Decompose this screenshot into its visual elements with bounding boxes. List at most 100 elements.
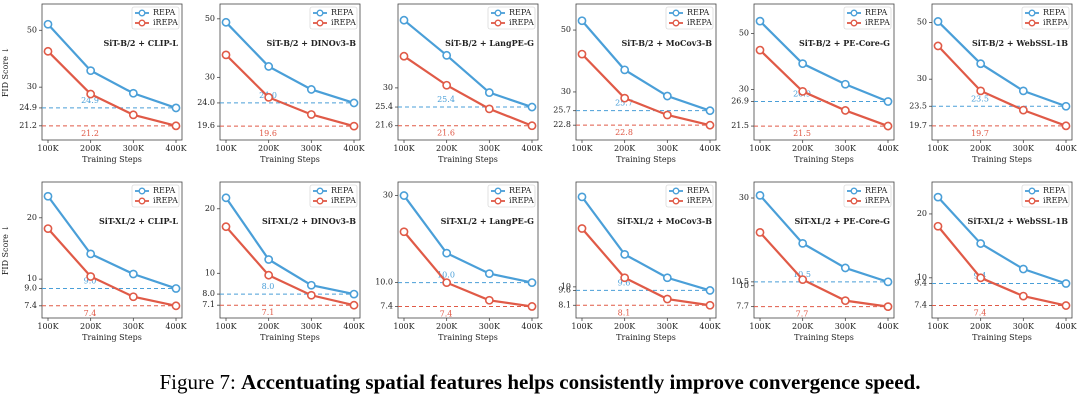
point [171,284,181,293]
plot-frame [931,181,1073,319]
legend-marker [494,9,502,17]
final-value-label: 8.1 [618,308,631,317]
point [399,15,409,25]
point [976,59,986,69]
chart-title: SiT-B/2 + LangPE-G [445,38,534,48]
point [976,86,986,96]
series-line [403,231,533,308]
legend-label: REPA [865,8,888,17]
x-tick-label: 100K [749,322,771,331]
final-value-label: 21.6 [437,129,455,138]
final-value-label: 19.6 [259,129,277,138]
point [349,98,359,108]
point [883,97,893,106]
point [264,92,274,102]
legend-label: REPA [687,8,710,17]
point [883,121,893,131]
y-tick-label: 30 [739,85,749,94]
legend-marker [316,9,324,17]
legend-label: iREPA [331,196,356,205]
series-line [225,225,355,307]
y-tick-label: 26.9 [731,97,749,106]
legend-marker [138,187,146,195]
legend-marker [850,9,858,17]
final-value-label: 21.5 [793,129,811,138]
final-value-label: 10.0 [437,271,455,280]
y-tick-label: 19.6 [197,121,215,130]
point [306,110,316,119]
x-tick-label: 100K [749,144,771,153]
series-line [759,231,889,308]
x-axis-label: Training Steps [260,155,320,164]
chart-title: SiT-XL/2 + PE-Core-G [794,216,890,226]
x-axis-label: Training Steps [82,155,142,164]
final-value-label: 23.5 [971,94,989,103]
point [527,302,537,311]
chart-title: SiT-B/2 + CLIP-L [103,38,178,48]
point [705,300,715,310]
chart-title: SiT-B/2 + PE-Core-G [799,38,890,48]
point [883,277,893,287]
x-tick-label: 100K [927,322,949,331]
series-line [759,20,889,103]
plot-frame [219,181,361,319]
series-line [937,225,1067,307]
x-tick-label: 400K [521,144,543,153]
legend-label: REPA [153,8,176,17]
x-tick-label: 200K [258,322,280,331]
point [221,17,231,27]
point [1061,301,1071,310]
caption-text: Accentuating spatial features helps cons… [241,370,921,394]
series-line [581,20,711,112]
point [128,88,138,98]
legend-marker [1028,19,1036,27]
plot-frame [219,3,361,141]
point [86,249,96,259]
x-tick-label: 200K [80,144,102,153]
plot-frame [575,3,717,141]
plot-frame [41,3,183,141]
point [620,93,630,103]
point [128,110,138,120]
legend-label: iREPA [1043,18,1068,27]
x-tick-label: 400K [521,322,543,331]
y-tick-label: 24.0 [197,98,215,107]
y-tick-label: 10 [917,273,927,282]
legend-marker [316,19,324,27]
point [43,46,53,56]
x-tick-label: 300K [1013,322,1035,331]
point [306,290,316,300]
x-tick-label: 400K [343,322,365,331]
point [306,85,316,94]
x-tick-label: 400K [1055,144,1077,153]
y-tick-label: 50 [561,25,571,34]
point [306,280,316,290]
point [264,255,274,264]
legend-label: REPA [865,186,888,195]
point [798,275,808,285]
x-tick-label: 100K [571,144,593,153]
x-tick-label: 100K [393,322,415,331]
legend-label: REPA [687,186,710,195]
series-line [47,23,177,109]
chart-title: SiT-B/2 + MoCov3-B [622,38,713,48]
legend-marker [494,19,502,27]
series-line [581,53,711,127]
point [662,294,672,304]
y-tick-label: 9.4 [914,279,927,288]
y-tick-label: 19.7 [909,121,927,130]
y-tick-label: 9.6 [558,285,571,294]
legend-label: REPA [1043,186,1066,195]
plot-frame [397,181,539,319]
y-tick-label: 21.5 [731,121,749,130]
point [86,66,96,76]
chart-title: SiT-XL/2 + WebSSL-1B [968,216,1069,226]
y-tick-label: 20 [205,204,215,213]
legend-label: iREPA [509,196,534,205]
plot-frame [931,3,1073,141]
x-tick-label: 200K [258,144,280,153]
x-axis-label: Training Steps [972,333,1032,342]
point [840,79,850,89]
point [484,269,494,279]
